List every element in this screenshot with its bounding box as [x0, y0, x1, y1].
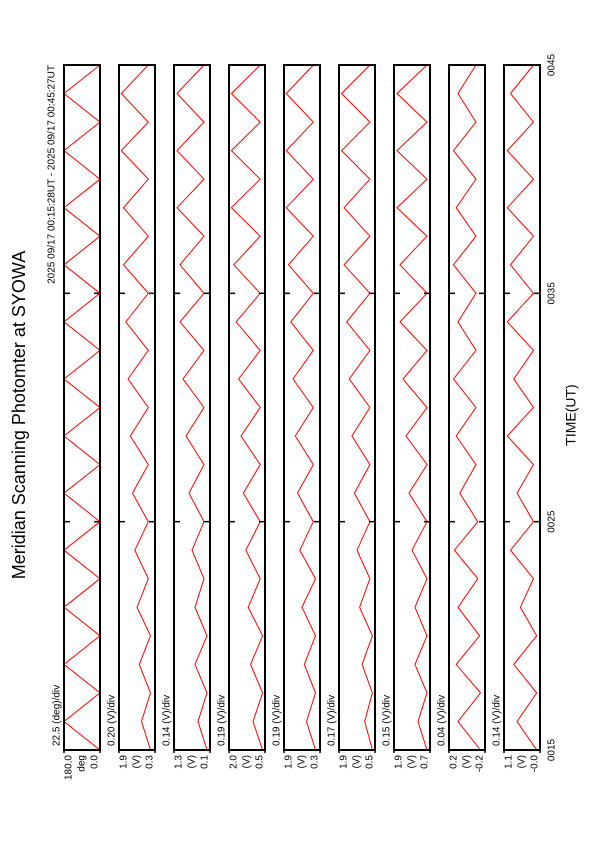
y-unit: (V) — [132, 755, 143, 768]
y-tick-label: 0.7 — [420, 755, 431, 769]
y-tick-label: 0.0 — [90, 755, 101, 769]
x-tick-label: 0045 — [547, 53, 558, 76]
x-tick-label: 0015 — [547, 738, 558, 761]
y-tick-label: 0.2 — [449, 755, 460, 769]
y-unit: (V) — [462, 755, 473, 768]
panel-frame — [503, 64, 541, 751]
y-tick-label: -0.2 — [475, 755, 486, 773]
trace — [285, 64, 317, 751]
scale-label: 0.19 (V)/div — [217, 695, 228, 746]
y-tick-label: 0.5 — [365, 755, 376, 769]
y-tick-label: 1.3 — [174, 755, 185, 769]
scale-label: 0.20 (V)/div — [107, 695, 118, 746]
y-tick-label: 0.3 — [310, 755, 321, 769]
y-tick-label: 0.1 — [200, 755, 211, 769]
chart-title: Meridian Scanning Photomter at SYOWA — [9, 251, 29, 579]
trace — [176, 64, 208, 751]
panel-frame — [228, 64, 266, 751]
x-tick-label: 0035 — [547, 282, 558, 305]
y-tick-label: 1.9 — [339, 755, 350, 769]
x-tick-label: 0025 — [547, 510, 558, 533]
y-unit: deg — [77, 755, 88, 772]
y-tick-label: -0.0 — [530, 755, 541, 773]
trace — [230, 64, 264, 751]
panel-frame — [63, 64, 101, 751]
scale-label: 0.14 (V)/div — [492, 695, 503, 746]
trace — [506, 64, 538, 751]
rotated-chart: Meridian Scanning Photomter at SYOWA 202… — [9, 53, 579, 780]
panel-frame — [393, 64, 431, 751]
panel-frame — [283, 64, 321, 751]
trace — [340, 64, 373, 751]
scale-label: 0.15 (V)/div — [382, 695, 393, 746]
trace — [63, 64, 101, 751]
y-unit: (V) — [517, 755, 528, 768]
y-tick-label: 1.9 — [119, 755, 130, 769]
scale-label: 0.19 (V)/div — [272, 695, 283, 746]
trace — [120, 64, 152, 751]
y-unit: (V) — [407, 755, 418, 768]
y-tick-label: 0.5 — [255, 755, 266, 769]
scale-label: 0.17 (V)/div — [327, 695, 338, 746]
y-tick-label: 0.3 — [145, 755, 156, 769]
panel-frame — [338, 64, 376, 751]
scale-label: 0.04 (V)/div — [437, 695, 448, 746]
panel-frame — [448, 64, 486, 751]
y-tick-label: 2.0 — [229, 755, 240, 769]
time-range: 2025 09/17 00:15:28UT - 2025 09/17 00:45… — [47, 65, 58, 284]
trace — [452, 64, 482, 751]
y-unit: (V) — [297, 755, 308, 768]
scale-label: 22.5 (deg)/div — [52, 685, 63, 746]
y-unit: (V) — [352, 755, 363, 768]
trace — [396, 64, 428, 751]
y-unit: (V) — [187, 755, 198, 768]
y-tick-label: 1.9 — [394, 755, 405, 769]
x-axis-label: TIME(UT) — [563, 384, 579, 445]
y-unit: (V) — [242, 755, 253, 768]
y-tick-label: 1.1 — [504, 755, 515, 769]
y-tick-label: 180.0 — [64, 755, 75, 780]
scale-label: 0.14 (V)/div — [162, 695, 173, 746]
panel-frame — [173, 64, 211, 751]
y-tick-label: 1.9 — [284, 755, 295, 769]
panel-frame — [118, 64, 156, 751]
